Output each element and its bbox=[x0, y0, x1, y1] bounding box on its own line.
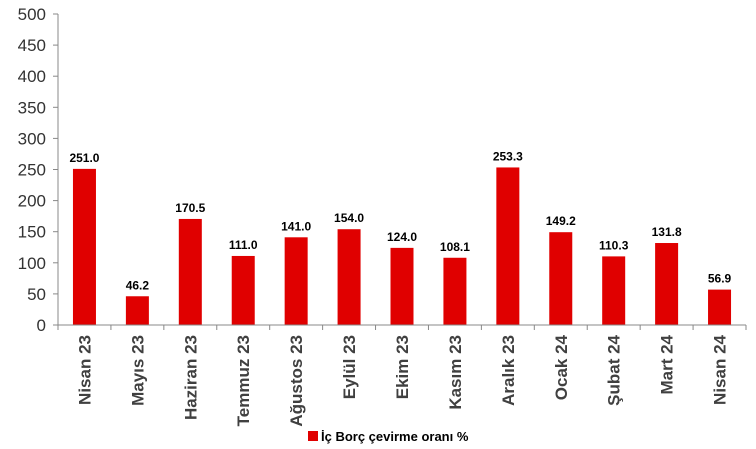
bar bbox=[72, 168, 96, 325]
bar bbox=[284, 237, 308, 325]
data-label: 108.1 bbox=[440, 240, 470, 254]
x-tick-label: Mart 24 bbox=[658, 334, 677, 394]
data-label: 56.9 bbox=[708, 272, 732, 286]
x-tick-label: Eylül 23 bbox=[340, 335, 359, 399]
y-tick-label: 350 bbox=[18, 98, 46, 117]
bars bbox=[72, 167, 732, 325]
data-label: 111.0 bbox=[229, 238, 258, 252]
legend-swatch bbox=[308, 431, 318, 441]
bar bbox=[443, 257, 467, 325]
y-tick-label: 400 bbox=[18, 67, 46, 86]
legend: İç Borç çevirme oranı % bbox=[308, 429, 469, 444]
y-tick-label: 0 bbox=[37, 316, 46, 335]
y-tick-label: 100 bbox=[18, 254, 46, 273]
x-tick-label: Mayıs 23 bbox=[128, 335, 147, 406]
x-tick-label: Ağustos 23 bbox=[287, 335, 306, 427]
data-label: 170.5 bbox=[175, 201, 205, 215]
x-tick-label: Ekim 23 bbox=[393, 335, 412, 399]
data-label: 253.3 bbox=[493, 149, 523, 163]
legend-label: İç Borç çevirme oranı % bbox=[321, 429, 469, 444]
bar bbox=[337, 229, 361, 325]
y-tick-label: 200 bbox=[18, 192, 46, 211]
data-label: 154.0 bbox=[334, 211, 364, 225]
x-tick-label: Temmuz 23 bbox=[234, 335, 253, 426]
y-tick-label: 50 bbox=[27, 285, 46, 304]
bar bbox=[655, 243, 679, 325]
y-tick-label: 150 bbox=[18, 223, 46, 242]
bar bbox=[125, 296, 149, 325]
data-label: 149.2 bbox=[546, 214, 576, 228]
y-tick-label: 250 bbox=[18, 161, 46, 180]
x-tick-label: Nisan 24 bbox=[711, 334, 730, 404]
x-tick-label: Şubat 24 bbox=[605, 334, 624, 405]
y-tick-label: 500 bbox=[18, 5, 46, 24]
x-tick-label: Haziran 23 bbox=[181, 335, 200, 420]
bar bbox=[231, 255, 255, 325]
data-label: 131.8 bbox=[652, 225, 682, 239]
data-label: 124.0 bbox=[387, 230, 417, 244]
bar bbox=[708, 289, 732, 325]
x-tick-label: Aralık 23 bbox=[499, 335, 518, 406]
x-tick-label: Kasım 23 bbox=[446, 335, 465, 410]
bar bbox=[549, 232, 573, 325]
bar bbox=[178, 218, 202, 325]
bar bbox=[602, 256, 626, 325]
data-label: 46.2 bbox=[126, 278, 150, 292]
x-tick-label: Nisan 23 bbox=[75, 335, 94, 405]
data-label: 251.0 bbox=[69, 151, 99, 165]
y-tick-label: 450 bbox=[18, 36, 46, 55]
data-labels: 251.0 46.2 170.5 111.0 141.0 154.0 124.0 108.1 2… bbox=[69, 149, 731, 292]
bar bbox=[390, 247, 414, 325]
bar bbox=[496, 167, 520, 325]
x-tick-label: Ocak 24 bbox=[552, 334, 571, 400]
data-label: 141.0 bbox=[281, 219, 311, 233]
y-axis: 0 50 100 150 200 250 300 350 400 450 500 bbox=[18, 5, 59, 335]
y-tick-label: 300 bbox=[18, 129, 46, 148]
x-axis: Nisan 23 Mayıs 23 Haziran 23 Temmuz 23 Ağust… bbox=[57, 324, 747, 427]
data-label: 110.3 bbox=[599, 238, 629, 252]
